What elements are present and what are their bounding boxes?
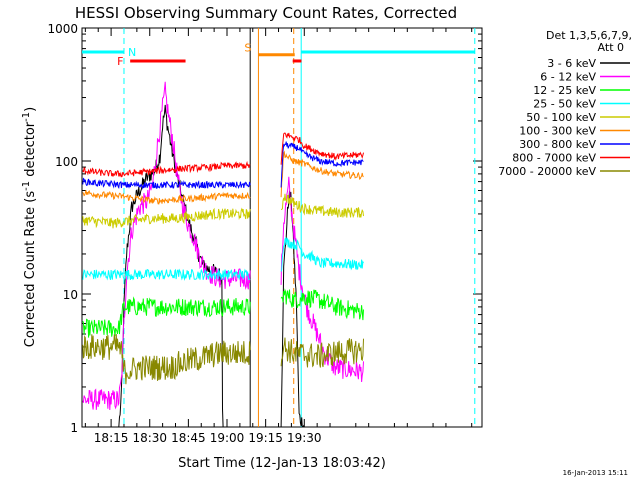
legend-entry-label: 12 - 25 keV bbox=[533, 84, 596, 97]
series-line bbox=[82, 150, 364, 205]
y-tick-label: 1000 bbox=[47, 22, 78, 36]
legend-entry-label: 3 - 6 keV bbox=[547, 57, 596, 70]
saa-flag-label: S bbox=[244, 42, 251, 55]
y-tick-label: 1 bbox=[70, 421, 78, 435]
vertical-markers bbox=[123, 28, 476, 427]
night-flag-label: N bbox=[128, 46, 136, 59]
series-lines bbox=[82, 81, 364, 428]
x-axis-label: Start Time (12-Jan-13 18:03:42) bbox=[178, 456, 386, 471]
x-tick-label: 18:15 bbox=[94, 431, 129, 445]
series-line bbox=[82, 288, 364, 338]
y-axis-label: Corrected Count Rate (s-1 detector-1) bbox=[21, 107, 38, 347]
legend-entry-label: 25 - 50 keV bbox=[533, 98, 596, 111]
series-line bbox=[82, 141, 364, 190]
series-line bbox=[82, 334, 364, 385]
series-line bbox=[82, 132, 364, 178]
x-tick-label: 18:45 bbox=[171, 431, 206, 445]
x-tick-label: 19:30 bbox=[287, 431, 322, 445]
axis-ticks: 18:15 18:30 18:45 19:00 19:15 19:30 1 10 100 1000 bbox=[47, 22, 482, 445]
series-line bbox=[82, 104, 330, 428]
legend-entry-label: 50 - 100 keV bbox=[526, 111, 596, 124]
y-tick-label: 10 bbox=[63, 288, 78, 302]
flag-bars: S NF bbox=[82, 42, 475, 68]
x-tick-label: 19:15 bbox=[248, 431, 283, 445]
series-line bbox=[82, 236, 364, 281]
timestamp: 16-Jan-2013 15:11 bbox=[563, 469, 628, 477]
legend-entry-label: 300 - 800 keV bbox=[519, 138, 596, 151]
legend-entry-label: 7000 - 20000 keV bbox=[498, 165, 596, 178]
legend-entry-label: 6 - 12 keV bbox=[540, 71, 596, 84]
plot-frame bbox=[81, 27, 483, 428]
chart-title: HESSI Observing Summary Count Rates, Cor… bbox=[75, 4, 457, 22]
legend-header-line1: Det 1,3,5,6,7,9, bbox=[546, 29, 632, 42]
x-tick-label: 19:00 bbox=[210, 431, 245, 445]
flare-flag-label: F bbox=[117, 55, 123, 68]
legend-entry-label: 100 - 300 keV bbox=[519, 125, 596, 138]
x-tick-label: 18:30 bbox=[132, 431, 167, 445]
series-line bbox=[82, 193, 364, 229]
y-tick-label: 100 bbox=[55, 155, 78, 169]
legend-header-line2: Att 0 bbox=[598, 41, 624, 54]
legend-entry-label: 800 - 7000 keV bbox=[512, 152, 596, 165]
